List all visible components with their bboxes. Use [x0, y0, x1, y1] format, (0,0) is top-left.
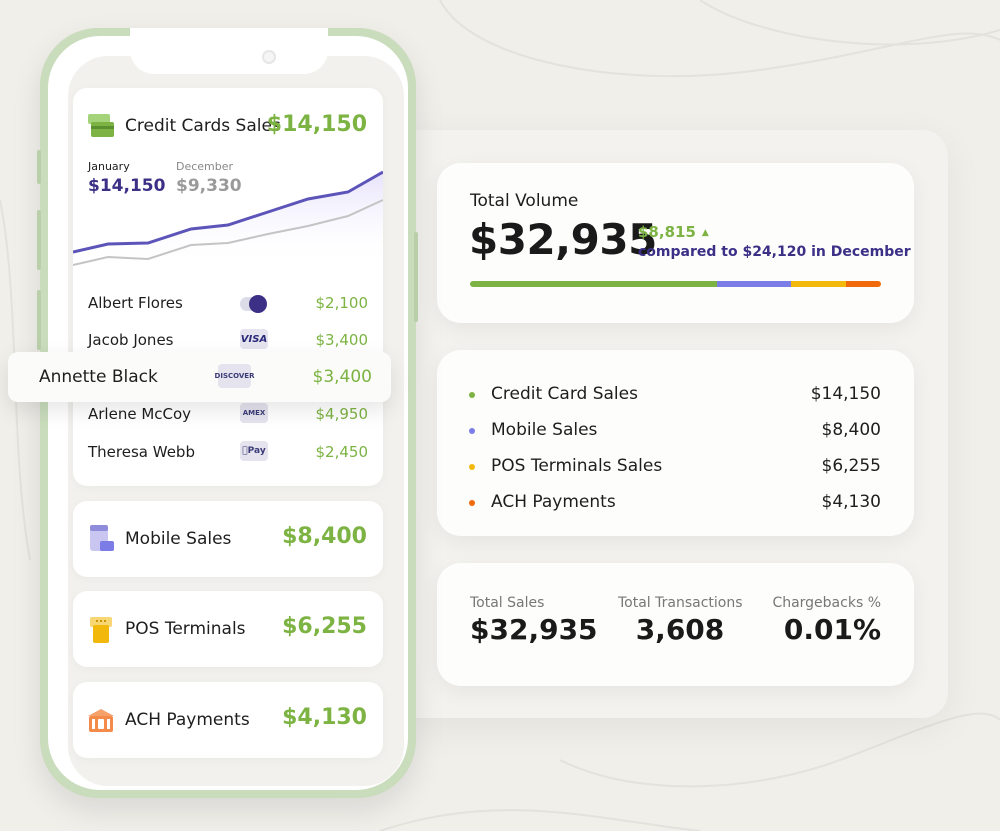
legend-dot — [469, 464, 475, 470]
breakdown-value: $6,255 — [821, 456, 881, 476]
summary-amount: $6,255 — [282, 614, 367, 639]
phone-side-button — [37, 210, 41, 270]
transaction-name: Theresa Webb — [88, 443, 195, 461]
transaction-amount: $3,400 — [315, 331, 369, 349]
breakdown-row: ACH Payments $4,130 — [467, 492, 881, 514]
phone-side-button — [37, 290, 41, 350]
phone-side-button — [37, 150, 41, 184]
summary-amount: $4,130 — [282, 705, 367, 730]
summary-amount: $8,400 — [282, 524, 367, 549]
volume-segment — [716, 281, 791, 287]
credit-card-amount: $14,150 — [266, 112, 367, 137]
sales-breakdown-card: Credit Card Sales $14,150 Mobile Sales $… — [437, 350, 914, 536]
transaction-amount: $2,450 — [315, 443, 369, 461]
camera-icon — [262, 50, 276, 64]
credit-card-title: Credit Cards Sales — [125, 116, 281, 136]
transaction-amount: $2,100 — [315, 294, 369, 312]
stat-label: Chargebacks % — [772, 595, 881, 611]
ach-payments-card[interactable]: ACH Payments $4,130 — [73, 682, 383, 758]
ach-icon — [88, 709, 114, 732]
legend-dot — [469, 392, 475, 398]
transaction-row[interactable]: Albert Flores $2,100 — [88, 292, 368, 314]
total-volume-card: Total Volume $32,935 $8,815 ▲ compared to… — [437, 163, 914, 323]
current-month-value: $14,150 — [88, 176, 166, 196]
phone-side-button — [414, 232, 418, 322]
pos-terminals-card[interactable]: POS Terminals $6,255 — [73, 591, 383, 667]
volume-segment — [470, 281, 717, 287]
volume-distribution-bar — [470, 281, 881, 287]
transaction-name: Arlene McCoy — [88, 405, 192, 423]
stat-value: 0.01% — [783, 613, 881, 646]
breakdown-value: $14,150 — [810, 384, 881, 404]
previous-month-value: $9,330 — [176, 176, 242, 196]
breakdown-row: Credit Card Sales $14,150 — [467, 384, 881, 406]
breakdown-row: POS Terminals Sales $6,255 — [467, 456, 881, 478]
breakdown-label: POS Terminals Sales — [491, 456, 663, 476]
mobile-sales-card[interactable]: Mobile Sales $8,400 — [73, 501, 383, 577]
discover-icon: DISCOVER — [215, 364, 254, 388]
stat-label: Total Transactions — [618, 595, 743, 611]
stat-chargebacks: Chargebacks % 0.01% — [772, 595, 881, 646]
stat-value: $32,935 — [470, 613, 598, 646]
previous-month-label: December — [176, 160, 234, 173]
summary-label: Mobile Sales — [125, 529, 232, 549]
current-area — [73, 172, 383, 268]
phone-notch — [130, 28, 328, 74]
total-volume-value: $32,935 — [469, 215, 657, 264]
transaction-row[interactable]: Arlene McCoy AMEX $4,950 — [88, 403, 368, 425]
previous-line — [73, 199, 383, 266]
breakdown-row: Mobile Sales $8,400 — [467, 420, 881, 442]
summary-label: POS Terminals — [125, 619, 246, 639]
transaction-name: Jacob Jones — [88, 331, 174, 349]
transaction-amount: $3,400 — [312, 367, 372, 387]
breakdown-label: Credit Card Sales — [491, 384, 638, 404]
volume-segment — [846, 281, 881, 287]
transaction-amount: $4,950 — [315, 405, 369, 423]
stat-label: Total Sales — [470, 595, 545, 611]
volume-compare-text: compared to $24,120 in December — [638, 244, 911, 260]
stats-card: Total Sales $32,935 Total Transactions 3… — [437, 563, 914, 686]
visa-icon: VISA — [240, 329, 268, 349]
breakdown-label: ACH Payments — [491, 492, 616, 512]
stat-total-transactions: Total Transactions 3,608 — [618, 595, 743, 646]
credit-card-sales-card[interactable]: Credit Cards Sales $14,150 January $14,1… — [73, 88, 383, 486]
volume-delta: $8,815 ▲ — [638, 223, 709, 241]
summary-label: ACH Payments — [125, 710, 250, 730]
mobile-icon — [90, 525, 114, 551]
breakdown-value: $8,400 — [821, 420, 881, 440]
legend-dot — [469, 500, 475, 506]
credit-card-icon — [88, 114, 114, 137]
current-month-label: January — [88, 160, 130, 173]
transaction-row[interactable]: Jacob Jones VISA $3,400 — [88, 329, 368, 351]
apple-pay-icon: Pay — [240, 441, 268, 461]
stat-total-sales: Total Sales $32,935 — [470, 595, 598, 646]
trend-up-icon: ▲ — [701, 228, 709, 238]
amex-icon: AMEX — [240, 403, 268, 423]
breakdown-value: $4,130 — [821, 492, 881, 512]
toggle-icon — [240, 295, 267, 313]
transaction-name: Albert Flores — [88, 294, 183, 312]
transaction-name: Annette Black — [39, 367, 158, 387]
transaction-row[interactable]: Theresa Webb Pay $2,450 — [88, 441, 368, 463]
sales-trend-chart — [73, 170, 383, 268]
volume-segment — [790, 281, 847, 287]
total-volume-label: Total Volume — [470, 191, 579, 211]
transaction-row-highlighted[interactable]: Annette Black DISCOVER $3,400 — [8, 352, 391, 402]
pos-terminal-icon — [90, 617, 112, 643]
current-line — [73, 170, 383, 254]
stat-value: 3,608 — [635, 613, 725, 646]
legend-dot — [469, 428, 475, 434]
breakdown-label: Mobile Sales — [491, 420, 598, 440]
